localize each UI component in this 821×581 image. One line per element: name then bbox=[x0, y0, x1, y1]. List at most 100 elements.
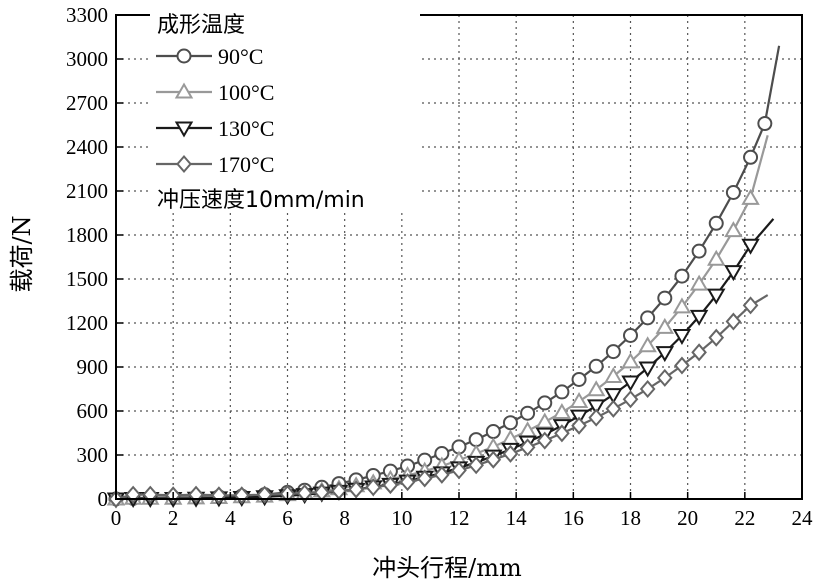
data-point bbox=[674, 268, 690, 284]
x-axis-title: 冲头行程/mm bbox=[372, 554, 522, 581]
legend-items: 90°C 100°C 130°C 170°C bbox=[156, 44, 274, 177]
data-point bbox=[348, 480, 364, 499]
legend-marker bbox=[174, 121, 194, 138]
tick-labels: 0 2 4 6 8 10 12 14 16 18 20 22 240300600900120015001… bbox=[66, 3, 813, 530]
data-point bbox=[657, 290, 673, 306]
x-tick-label: 12 bbox=[449, 506, 470, 530]
x-tick-label: 14 bbox=[506, 506, 528, 530]
y-tick-label: 0 bbox=[98, 487, 109, 511]
data-point bbox=[554, 384, 570, 400]
data-point bbox=[399, 473, 416, 492]
data-point bbox=[552, 402, 572, 419]
data-point bbox=[674, 356, 690, 375]
data-point bbox=[604, 388, 623, 405]
legend-marker bbox=[176, 154, 192, 174]
data-point bbox=[689, 274, 709, 291]
data-point bbox=[656, 368, 673, 387]
data-point bbox=[519, 438, 536, 457]
data-point bbox=[586, 399, 606, 416]
data-point bbox=[588, 408, 605, 427]
y-tick-label: 600 bbox=[77, 399, 109, 423]
speed-annotation: 冲压速度10mm/min bbox=[157, 188, 365, 213]
data-point bbox=[707, 249, 726, 266]
data-point bbox=[691, 343, 707, 362]
y-tick-label: 3300 bbox=[66, 3, 108, 27]
ticks bbox=[115, 14, 803, 500]
data-point bbox=[708, 328, 725, 347]
data-point bbox=[672, 328, 692, 345]
y-tick-label: 1500 bbox=[66, 267, 108, 291]
y-tick-label: 2700 bbox=[66, 91, 108, 115]
x-tick-label: 24 bbox=[792, 506, 814, 530]
y-tick-label: 2100 bbox=[66, 179, 108, 203]
data-point bbox=[485, 424, 501, 440]
legend-item-1: 90°C bbox=[156, 44, 263, 69]
data-point bbox=[571, 416, 587, 435]
legend-label: 100°C bbox=[218, 80, 274, 105]
legend-item-2: 100°C bbox=[156, 80, 274, 105]
data-point bbox=[691, 243, 707, 259]
legend-marker bbox=[174, 82, 194, 99]
legend-background bbox=[150, 6, 420, 212]
data-point bbox=[742, 296, 759, 315]
x-tick-label: 8 bbox=[339, 506, 350, 530]
data-point bbox=[724, 265, 743, 282]
legend-label: 130°C bbox=[218, 116, 274, 141]
data-point bbox=[757, 116, 773, 132]
data-point bbox=[502, 444, 519, 463]
y-tick-label: 1200 bbox=[66, 311, 108, 335]
data-point bbox=[586, 380, 606, 397]
x-tick-label: 22 bbox=[734, 506, 755, 530]
x-tick-label: 16 bbox=[563, 506, 584, 530]
y-axis-title: 载荷/N bbox=[8, 215, 36, 292]
data-point bbox=[605, 344, 621, 360]
legend-item-3: 130°C bbox=[156, 116, 274, 141]
data-point bbox=[707, 288, 726, 305]
legend: 成形温度 90°C 100°C 130°C 170°C 冲压速度10mm/min bbox=[150, 6, 420, 213]
y-tick-label: 2400 bbox=[66, 135, 108, 159]
data-point bbox=[621, 375, 640, 392]
legend-label: 90°C bbox=[218, 44, 263, 69]
data-point bbox=[451, 461, 467, 480]
legend-item-4: 170°C bbox=[156, 152, 274, 177]
data-point bbox=[708, 215, 724, 231]
data-point bbox=[518, 421, 537, 438]
y-tick-label: 300 bbox=[77, 443, 109, 467]
data-point bbox=[741, 188, 760, 205]
data-point bbox=[485, 450, 502, 469]
x-tick-label: 0 bbox=[111, 506, 122, 530]
data-point bbox=[537, 395, 553, 411]
data-point bbox=[502, 415, 518, 431]
data-point bbox=[638, 361, 657, 378]
data-point bbox=[743, 149, 759, 165]
data-point bbox=[724, 221, 743, 238]
data-point bbox=[535, 412, 554, 429]
y-tick-label: 900 bbox=[77, 355, 109, 379]
x-tick-label: 20 bbox=[677, 506, 698, 530]
x-tick-label: 4 bbox=[225, 506, 236, 530]
data-point bbox=[554, 424, 570, 443]
x-tick-label: 6 bbox=[282, 506, 293, 530]
data-point bbox=[639, 379, 656, 399]
data-point bbox=[725, 312, 742, 331]
y-tick-label: 3000 bbox=[66, 47, 108, 71]
x-tick-label: 2 bbox=[168, 506, 179, 530]
data-point bbox=[536, 431, 553, 450]
data-point bbox=[468, 456, 484, 475]
data-point bbox=[365, 478, 382, 497]
data-point bbox=[604, 367, 623, 384]
data-point bbox=[588, 358, 604, 374]
data-point bbox=[296, 484, 313, 503]
data-point bbox=[725, 184, 741, 200]
data-point bbox=[621, 352, 640, 369]
data-point bbox=[520, 405, 536, 421]
data-point bbox=[571, 371, 587, 387]
legend-title: 成形温度 bbox=[157, 13, 245, 38]
y-tick-label: 1800 bbox=[66, 223, 108, 247]
data-point bbox=[640, 310, 656, 326]
data-point bbox=[622, 390, 639, 409]
data-point bbox=[382, 476, 399, 495]
x-tick-label: 18 bbox=[620, 506, 641, 530]
data-point bbox=[434, 465, 450, 484]
